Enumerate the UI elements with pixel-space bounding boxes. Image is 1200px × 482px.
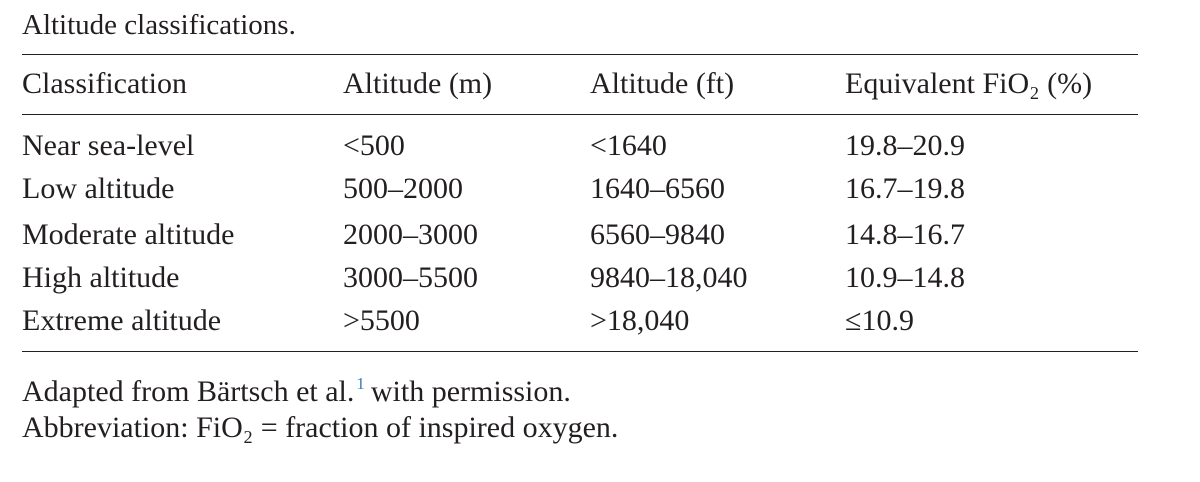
table-cell: 1640–6560 [590,172,725,205]
table-cell: 14.8–16.7 [845,218,965,251]
column-header: Equivalent FiO₂ (%) [845,67,1093,100]
table-cell: 6560–9840 [590,218,725,251]
table-cell: 16.7–19.8 [845,172,965,205]
table-cell: 3000–5500 [343,261,478,294]
table-cell: Near sea-level [22,129,195,162]
source-text: with permission. [370,375,571,408]
reference-link[interactable]: 1 [356,374,365,393]
table-cell: <1640 [590,129,667,162]
table-cell: 500–2000 [343,172,463,205]
table-cell: ≤10.9 [845,304,914,337]
table-cell: 2000–3000 [343,218,478,251]
table-cell: Moderate altitude [22,218,235,251]
abbreviation-note: Abbreviation: FiO₂ = fraction of inspire… [22,411,619,444]
column-header: Altitude (ft) [590,67,735,100]
table-cell: Low altitude [22,172,175,205]
header-rule [22,114,1138,115]
table-cell: >5500 [343,304,420,337]
table-cell: <500 [343,129,405,162]
column-header: Classification [22,67,187,100]
table-cell: 19.8–20.9 [845,129,965,162]
source-note: Adapted from Bärtsch et al. 1 with permiss… [22,367,571,409]
table-cell: Extreme altitude [22,304,222,337]
column-header: Altitude (m) [343,67,493,100]
table-cell: >18,040 [590,304,690,337]
source-text: Adapted from Bärtsch et al. [22,375,355,408]
top-rule [22,54,1138,55]
table-title: Altitude classifications. [22,9,296,41]
table-cell: 10.9–14.8 [845,261,965,294]
table-cell: High altitude [22,261,180,294]
table-cell: 9840–18,040 [590,261,748,294]
bottom-rule [22,351,1138,352]
